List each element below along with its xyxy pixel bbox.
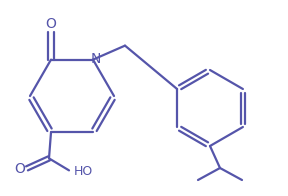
Text: O: O [15,162,25,176]
Text: HO: HO [73,165,93,178]
Text: O: O [46,17,56,31]
Text: N: N [91,52,101,66]
